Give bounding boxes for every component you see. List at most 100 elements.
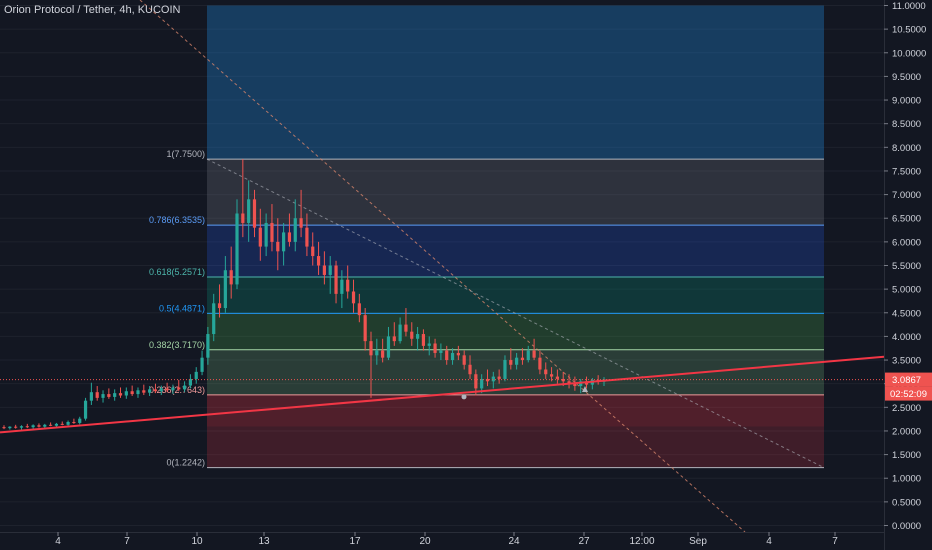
fib-diagonal-line bbox=[206, 158, 825, 469]
fib-level-label: 0.618(5.2571) bbox=[149, 267, 205, 277]
price-tick-label: 7.5000 bbox=[892, 166, 921, 177]
candle-body bbox=[287, 232, 292, 242]
price-tick-label: 10.0000 bbox=[892, 48, 926, 59]
candle-body bbox=[322, 265, 326, 275]
candle-body bbox=[427, 343, 431, 346]
candle-body bbox=[316, 256, 321, 266]
price-tick-label: 0.5000 bbox=[892, 497, 921, 508]
support-trendline bbox=[0, 355, 885, 434]
candle-body bbox=[363, 315, 367, 342]
candle-body bbox=[357, 303, 361, 316]
candle-body bbox=[258, 227, 262, 247]
price-tick-label: 2.5000 bbox=[892, 403, 921, 414]
time-tick-label: 4 bbox=[766, 536, 772, 547]
candle-body bbox=[480, 378, 484, 389]
candle-body bbox=[142, 390, 146, 393]
price-tick-label: 1.5000 bbox=[892, 450, 921, 461]
fib-level-label: 1(7.7500) bbox=[166, 149, 205, 159]
candle-body bbox=[247, 199, 251, 223]
price-tick-label: 2.0000 bbox=[892, 426, 921, 437]
candle-body bbox=[148, 389, 152, 393]
candle-body bbox=[404, 324, 408, 332]
fib-zone bbox=[207, 312, 824, 350]
candle-body bbox=[328, 265, 332, 275]
candle-body bbox=[433, 343, 437, 353]
fib-zone bbox=[207, 159, 824, 226]
candle-body bbox=[2, 427, 6, 429]
candle-body bbox=[392, 336, 396, 342]
price-tick-label: 9.5000 bbox=[892, 72, 921, 83]
candle-body bbox=[509, 360, 513, 365]
candle-body bbox=[503, 360, 507, 379]
candle-body bbox=[497, 376, 501, 379]
candle-body bbox=[532, 350, 536, 358]
fib-level-label: 0.786(6.3535) bbox=[149, 215, 205, 225]
dashed-trendline bbox=[139, 0, 746, 533]
price-tick-label: 3.5000 bbox=[892, 356, 921, 367]
candle-body bbox=[462, 355, 466, 365]
candle-body bbox=[19, 426, 24, 428]
candle-body bbox=[200, 357, 204, 372]
candle-body bbox=[526, 350, 530, 361]
price-tick-label: 8.5000 bbox=[892, 119, 921, 130]
candle-body bbox=[8, 426, 12, 429]
fib-level-label: 0.382(3.7170) bbox=[149, 340, 205, 350]
candle-body bbox=[456, 352, 460, 356]
pivot-marker bbox=[582, 386, 588, 392]
candle-body bbox=[544, 369, 548, 375]
candle-body bbox=[293, 218, 297, 242]
candle-body bbox=[474, 374, 478, 389]
fib-level-label: 0(1.2242) bbox=[166, 458, 205, 468]
candle-body bbox=[515, 357, 519, 365]
candle-body bbox=[421, 334, 426, 346]
candle-body bbox=[398, 324, 402, 342]
candle-body bbox=[78, 418, 82, 423]
candle-body bbox=[182, 385, 187, 390]
candle-body bbox=[538, 357, 542, 370]
time-tick-label: 12:00 bbox=[629, 536, 654, 547]
candle-body bbox=[194, 371, 198, 379]
candle-body bbox=[264, 222, 268, 247]
time-tick-label: 13 bbox=[258, 536, 270, 547]
candle-body bbox=[549, 374, 554, 377]
candle-body bbox=[223, 270, 227, 309]
candle-body bbox=[340, 279, 344, 294]
candle-body bbox=[567, 381, 571, 384]
candle-body bbox=[25, 426, 29, 428]
time-tick-label: Sep bbox=[689, 536, 707, 547]
candle-body bbox=[188, 378, 193, 386]
candle-body bbox=[60, 423, 64, 425]
candle-body bbox=[491, 376, 495, 382]
countdown-tag bbox=[885, 386, 932, 401]
price-tick-label: 6.0000 bbox=[892, 237, 921, 248]
symbol-title: Orion Protocol / Tether, 4h, KUCOIN bbox=[4, 4, 181, 16]
price-tick-label: 6.5000 bbox=[892, 214, 921, 225]
candle-body bbox=[206, 334, 210, 358]
candle-body bbox=[439, 350, 443, 353]
fib-level-label: 0.236(2.7643) bbox=[149, 385, 205, 395]
fib-zone bbox=[207, 5, 824, 160]
candle-body bbox=[375, 350, 379, 356]
candle-body bbox=[165, 388, 169, 391]
candle-body bbox=[136, 390, 140, 395]
candle-body bbox=[573, 383, 577, 387]
candle-body bbox=[89, 392, 93, 401]
candle-body bbox=[468, 364, 472, 375]
fib-level-label: 0.5(4.4871) bbox=[159, 303, 205, 313]
candle-body bbox=[346, 279, 350, 292]
price-tick-label: 4.0000 bbox=[892, 332, 921, 343]
candle-body bbox=[311, 246, 315, 257]
fib-zone bbox=[207, 394, 824, 427]
candle-body bbox=[14, 426, 18, 428]
candle-body bbox=[351, 291, 356, 304]
candle-body bbox=[43, 424, 47, 427]
candle-body bbox=[415, 334, 420, 339]
countdown-label: 02:52:09 bbox=[890, 389, 927, 400]
price-tick-label: 10.5000 bbox=[892, 25, 926, 36]
time-tick-label: 7 bbox=[832, 536, 838, 547]
candle-body bbox=[369, 341, 373, 356]
candle-body bbox=[235, 213, 239, 285]
